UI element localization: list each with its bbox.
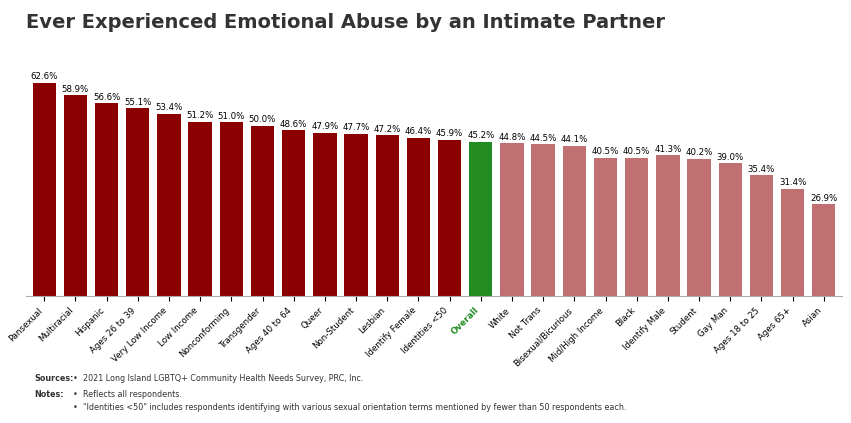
Text: 58.9%: 58.9% [62,85,89,94]
Bar [407,138,430,296]
Text: 55.1%: 55.1% [124,98,151,107]
Text: •: • [72,390,77,399]
Text: 50.0%: 50.0% [248,115,277,124]
Bar [594,158,617,296]
Text: 44.5%: 44.5% [529,134,557,143]
Text: Ever Experienced Emotional Abuse by an Intimate Partner: Ever Experienced Emotional Abuse by an I… [26,13,665,32]
Bar [375,135,399,296]
Text: 44.1%: 44.1% [561,135,588,144]
Bar [157,114,180,296]
Text: 45.2%: 45.2% [467,132,494,140]
Bar [656,155,680,296]
Text: 51.0%: 51.0% [218,112,245,121]
Text: 40.2%: 40.2% [685,148,713,157]
Bar [469,142,493,296]
Text: 40.5%: 40.5% [623,147,650,157]
Text: Reflects all respondents.: Reflects all respondents. [83,390,181,399]
Bar [500,143,523,296]
Bar [718,163,742,296]
Text: 41.3%: 41.3% [654,145,682,154]
Text: 2021 Long Island LGBTQ+ Community Health Needs Survey, PRC, Inc.: 2021 Long Island LGBTQ+ Community Health… [83,374,363,383]
Bar [688,159,711,296]
Bar [812,204,836,296]
Bar [251,126,274,296]
Bar [126,108,150,296]
Bar [32,83,56,296]
Text: 56.6%: 56.6% [93,93,120,102]
Text: 44.8%: 44.8% [499,133,526,142]
Bar [188,122,212,296]
Text: 40.5%: 40.5% [591,147,620,157]
Text: 51.2%: 51.2% [186,111,214,120]
Text: 39.0%: 39.0% [717,153,744,162]
Text: •: • [72,374,77,383]
Bar [95,103,118,296]
Bar [750,176,773,296]
Text: 48.6%: 48.6% [280,120,307,129]
Text: 47.7%: 47.7% [342,123,369,132]
Text: 62.6%: 62.6% [31,72,58,81]
Text: 26.9%: 26.9% [810,194,837,203]
Bar [625,158,648,296]
Bar [220,122,243,296]
Bar [313,133,336,296]
Text: 35.4%: 35.4% [748,165,775,174]
Bar [532,145,555,296]
Bar [64,96,87,296]
Text: 53.4%: 53.4% [155,104,183,113]
Text: 46.4%: 46.4% [405,127,432,136]
Text: Sources:: Sources: [34,374,73,383]
Text: "Identities <50" includes respondents identifying with various sexual orientatio: "Identities <50" includes respondents id… [83,403,626,412]
Text: Notes:: Notes: [34,390,64,399]
Text: 47.2%: 47.2% [374,124,401,134]
Bar [345,134,368,296]
Text: 45.9%: 45.9% [436,129,463,138]
Text: 31.4%: 31.4% [779,179,806,187]
Bar [781,189,804,296]
Bar [438,140,461,296]
Bar [563,146,586,296]
Text: 47.9%: 47.9% [311,122,339,131]
Text: •: • [72,403,77,412]
Bar [282,131,306,296]
